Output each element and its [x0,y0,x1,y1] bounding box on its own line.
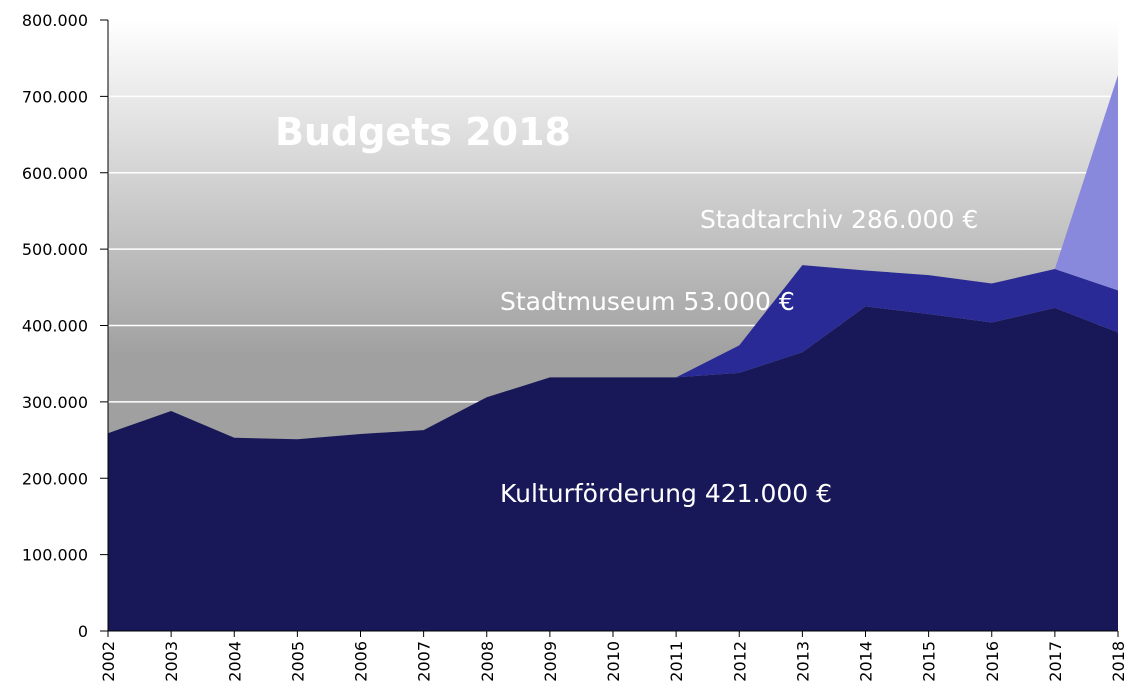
x-tick-label: 2002 [99,641,118,682]
x-tick-label: 2011 [667,641,686,682]
x-tick-label: 2008 [478,641,497,682]
y-tick-label: 0 [78,622,88,641]
x-tick-label: 2013 [793,641,812,682]
x-tick-label: 2006 [352,641,371,682]
x-tick-label: 2007 [415,641,434,682]
x-tick-label: 2016 [983,641,1002,682]
y-tick-label: 500.000 [22,240,88,259]
x-tick-label: 2015 [920,641,939,682]
x-tick-label: 2018 [1109,641,1128,682]
y-tick-label: 200.000 [22,469,88,488]
x-tick-label: 2017 [1046,641,1065,682]
x-tick-label: 2012 [730,641,749,682]
chart-title: Budgets 2018 [275,110,571,154]
area [108,265,1118,440]
x-tick-label: 2010 [604,641,623,682]
x-tick-label: 2005 [288,641,307,682]
annotation: Stadtmuseum 53.000 € [500,287,795,316]
x-tick-label: 2003 [162,641,181,682]
y-tick-label: 100.000 [22,546,88,565]
x-tick-label: 2014 [857,641,876,682]
annotation: Kulturförderung 421.000 € [500,479,832,508]
area [108,306,1118,631]
y-tick-label: 400.000 [22,317,88,336]
x-tick-label: 2004 [225,641,244,682]
y-tick-label: 600.000 [22,164,88,183]
annotation: Stadtarchiv 286.000 € [700,205,978,234]
y-tick-label: 800.000 [22,11,88,30]
y-tick-label: 700.000 [22,87,88,106]
y-tick-label: 300.000 [22,393,88,412]
x-tick-label: 2009 [541,641,560,682]
